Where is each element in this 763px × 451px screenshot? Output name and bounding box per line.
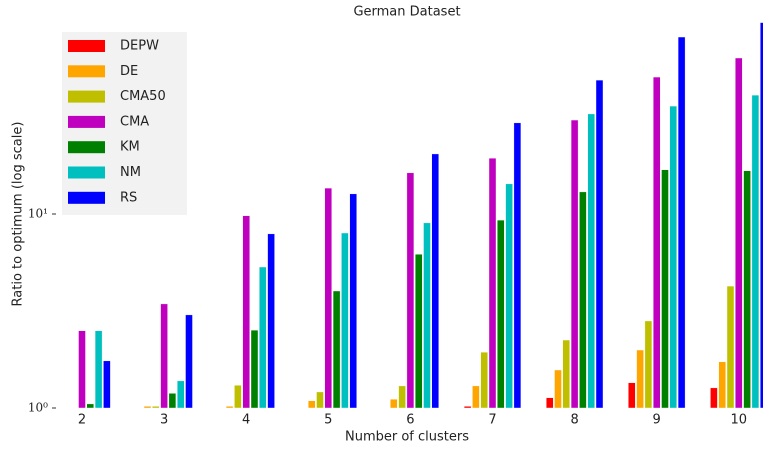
- bar: [308, 400, 316, 409]
- legend-swatch: [68, 115, 105, 128]
- bar: [398, 385, 406, 409]
- bar: [653, 76, 661, 409]
- bar: [587, 113, 595, 409]
- bar: [316, 391, 324, 409]
- bar: [185, 314, 193, 409]
- bar: [242, 215, 250, 409]
- x-tick-label: 6: [406, 413, 414, 428]
- legend: DEPW DE CMA50 CMA KM NM RS: [62, 32, 187, 215]
- bar: [513, 122, 522, 409]
- bar: [332, 290, 341, 409]
- chart-title: German Dataset: [353, 5, 460, 20]
- x-tick-label: 4: [242, 413, 250, 428]
- legend-label: NM: [120, 165, 141, 180]
- bar: [726, 285, 735, 409]
- bar: [546, 397, 554, 409]
- bar: [480, 351, 488, 409]
- x-tick-label: 8: [570, 413, 578, 428]
- x-tick-label: 3: [160, 413, 168, 428]
- bar: [267, 233, 275, 409]
- bar: [644, 320, 653, 409]
- legend-swatch: [68, 191, 105, 204]
- bar: [579, 191, 587, 409]
- x-tick-label: 7: [488, 413, 496, 428]
- y-axis-label: Ratio to optimum (log scale): [11, 122, 26, 307]
- bar: [415, 254, 423, 409]
- bar: [677, 36, 686, 409]
- bar: [628, 382, 636, 409]
- bar: [669, 105, 677, 409]
- bar: [390, 399, 398, 409]
- bar: [718, 361, 726, 409]
- bar: [86, 403, 95, 409]
- legend-label: CMA50: [120, 89, 166, 104]
- bar: [341, 232, 349, 409]
- bar: [143, 406, 152, 409]
- bar: [94, 330, 103, 409]
- legend-label: KM: [120, 140, 140, 155]
- bar: [250, 329, 259, 409]
- bar: [259, 266, 267, 409]
- x-axis-label: Number of clusters: [345, 430, 469, 445]
- x-tick-label: 9: [653, 413, 661, 428]
- bar: [661, 169, 669, 409]
- bar: [760, 22, 763, 409]
- bar: [423, 222, 431, 409]
- bar: [710, 387, 718, 409]
- bar: [78, 330, 86, 409]
- legend-label: DE: [120, 64, 138, 79]
- x-tick-label: 2: [78, 413, 86, 428]
- bar: [431, 153, 439, 409]
- bar: [636, 349, 644, 409]
- bar: [595, 79, 604, 409]
- legend-label: CMA: [120, 114, 149, 129]
- bar: [562, 339, 570, 409]
- bar: [472, 385, 480, 409]
- bar: [488, 157, 497, 409]
- bar: [751, 94, 760, 409]
- bar: [497, 219, 505, 409]
- legend-swatch: [68, 166, 105, 179]
- bar: [735, 57, 743, 409]
- bar: [743, 170, 751, 409]
- bar: [463, 406, 472, 409]
- bar: [554, 369, 562, 409]
- bar: [406, 172, 415, 409]
- y-tick-label: 10⁰: [28, 401, 48, 415]
- bar: [570, 119, 579, 409]
- bar: [505, 183, 513, 409]
- legend-label: DEPW: [120, 39, 159, 54]
- bar: [168, 393, 177, 409]
- bar: [152, 406, 160, 409]
- bar: [234, 385, 242, 409]
- bar: [160, 303, 168, 409]
- x-tick-label: 5: [324, 413, 332, 428]
- bar: [349, 193, 357, 409]
- bar: [176, 380, 185, 409]
- legend-swatch: [68, 40, 105, 52]
- bar: [225, 406, 234, 409]
- legend-swatch: [68, 141, 105, 154]
- x-tick-label: 10: [731, 413, 748, 428]
- legend-swatch: [68, 90, 105, 103]
- y-tick-label: 10¹: [28, 207, 48, 221]
- bar: [324, 187, 332, 409]
- legend-label: RS: [120, 190, 137, 205]
- bar: [103, 360, 111, 409]
- legend-swatch: [68, 65, 105, 78]
